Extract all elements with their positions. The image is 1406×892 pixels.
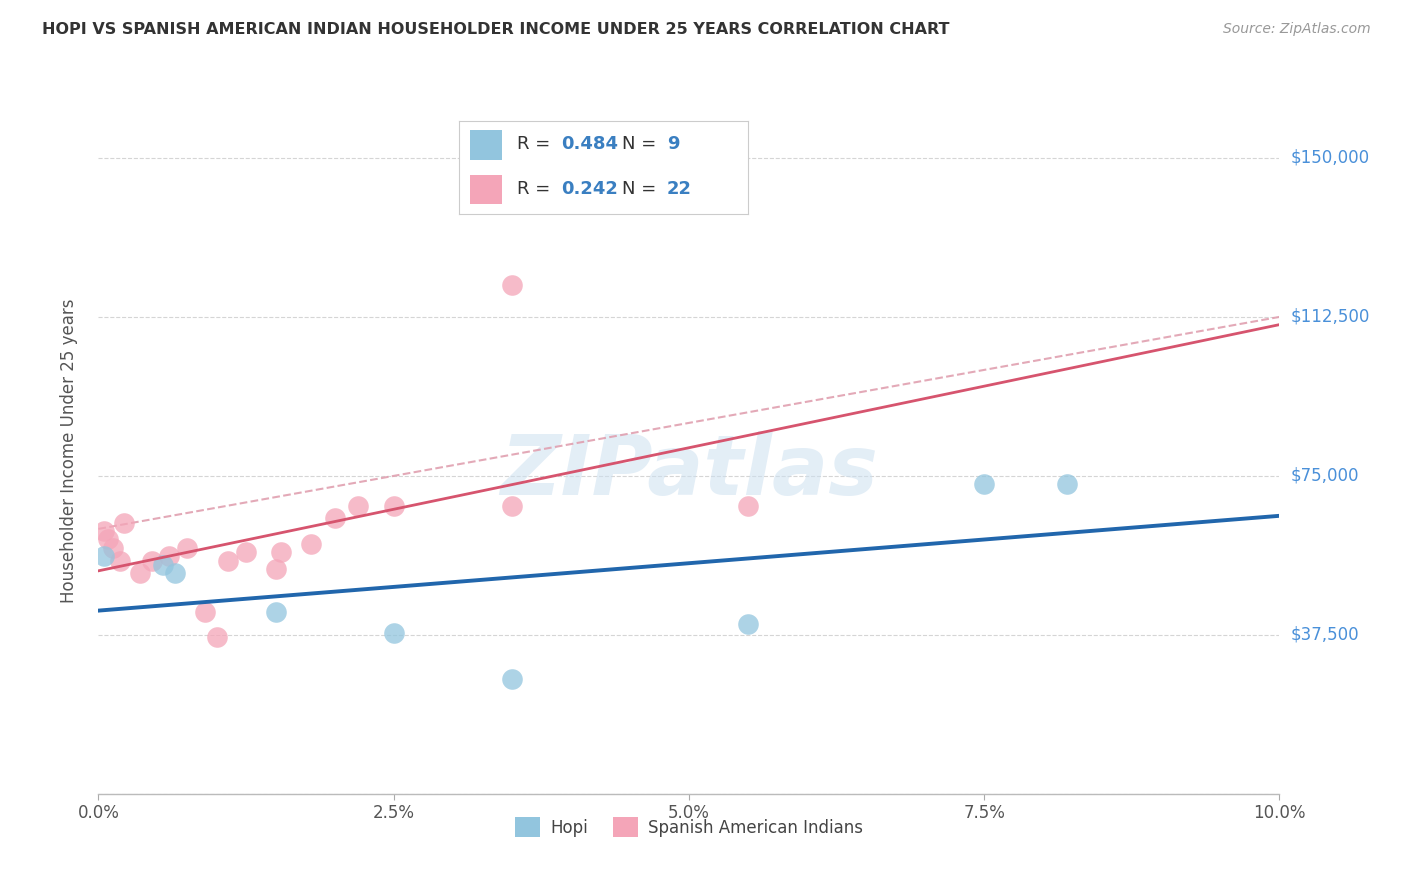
Point <box>108 554 131 568</box>
Point <box>194 605 217 619</box>
Point <box>737 617 759 632</box>
Point <box>93 549 115 564</box>
Point <box>128 566 150 581</box>
Point <box>235 545 257 559</box>
Point <box>176 541 198 555</box>
Text: $150,000: $150,000 <box>1291 149 1369 167</box>
Point <box>737 499 759 513</box>
Text: $75,000: $75,000 <box>1291 467 1360 485</box>
Point <box>112 516 135 530</box>
Y-axis label: Householder Income Under 25 years: Householder Income Under 25 years <box>59 298 77 603</box>
Point <box>264 562 287 576</box>
Text: $37,500: $37,500 <box>1291 626 1360 644</box>
Point <box>382 625 405 640</box>
Point <box>501 278 523 293</box>
Text: Source: ZipAtlas.com: Source: ZipAtlas.com <box>1223 22 1371 37</box>
Point <box>501 673 523 687</box>
Point <box>165 566 187 581</box>
Point <box>270 545 292 559</box>
Point <box>93 524 115 538</box>
Point <box>101 541 124 555</box>
Point <box>501 499 523 513</box>
Text: HOPI VS SPANISH AMERICAN INDIAN HOUSEHOLDER INCOME UNDER 25 YEARS CORRELATION CH: HOPI VS SPANISH AMERICAN INDIAN HOUSEHOL… <box>42 22 949 37</box>
Point <box>97 533 120 547</box>
Point <box>973 477 995 491</box>
Point <box>1056 477 1078 491</box>
Point <box>382 499 405 513</box>
Point <box>347 499 370 513</box>
Legend: Hopi, Spanish American Indians: Hopi, Spanish American Indians <box>509 810 869 844</box>
Text: $112,500: $112,500 <box>1291 308 1369 326</box>
Point <box>157 549 180 564</box>
Point <box>205 630 228 644</box>
Point <box>141 554 163 568</box>
Text: ZIPatlas: ZIPatlas <box>501 431 877 512</box>
Point <box>299 537 322 551</box>
Point <box>152 558 174 572</box>
Point <box>323 511 346 525</box>
Point <box>217 554 239 568</box>
Point <box>264 605 287 619</box>
